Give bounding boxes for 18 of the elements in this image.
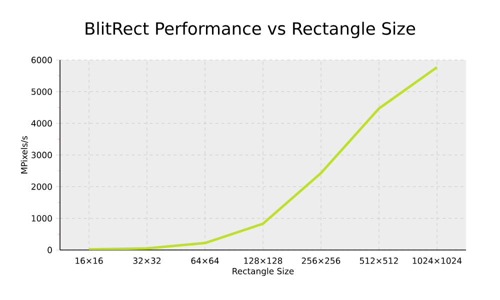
y-tick-label: 5000	[32, 88, 52, 95]
y-tick-label: 1000	[32, 215, 52, 222]
y-tick-label: 0	[48, 246, 52, 254]
x-tick-label: 64×64	[191, 258, 219, 264]
x-tick-label: 16×16	[76, 258, 103, 264]
y-tick-label: 2000	[32, 183, 52, 190]
y-axis-title: MPixels/s	[20, 136, 28, 174]
x-tick-label: 128×128	[244, 258, 282, 264]
x-tick-label: 256×256	[302, 258, 340, 264]
y-tick-label: 6000	[32, 56, 52, 64]
chart-title: BlitRect Performance vs Rectangle Size	[86, 22, 416, 38]
x-tick-label: 32×32	[133, 258, 160, 264]
line-series	[88, 66, 438, 250]
x-tick-label: 512×512	[360, 258, 398, 264]
y-tick-label: 4000	[31, 120, 52, 127]
y-tick-label: 3000	[32, 152, 52, 158]
x-tick-label: 1024×1024	[412, 258, 462, 264]
x-axis-title: Rectangle Size	[232, 268, 294, 276]
